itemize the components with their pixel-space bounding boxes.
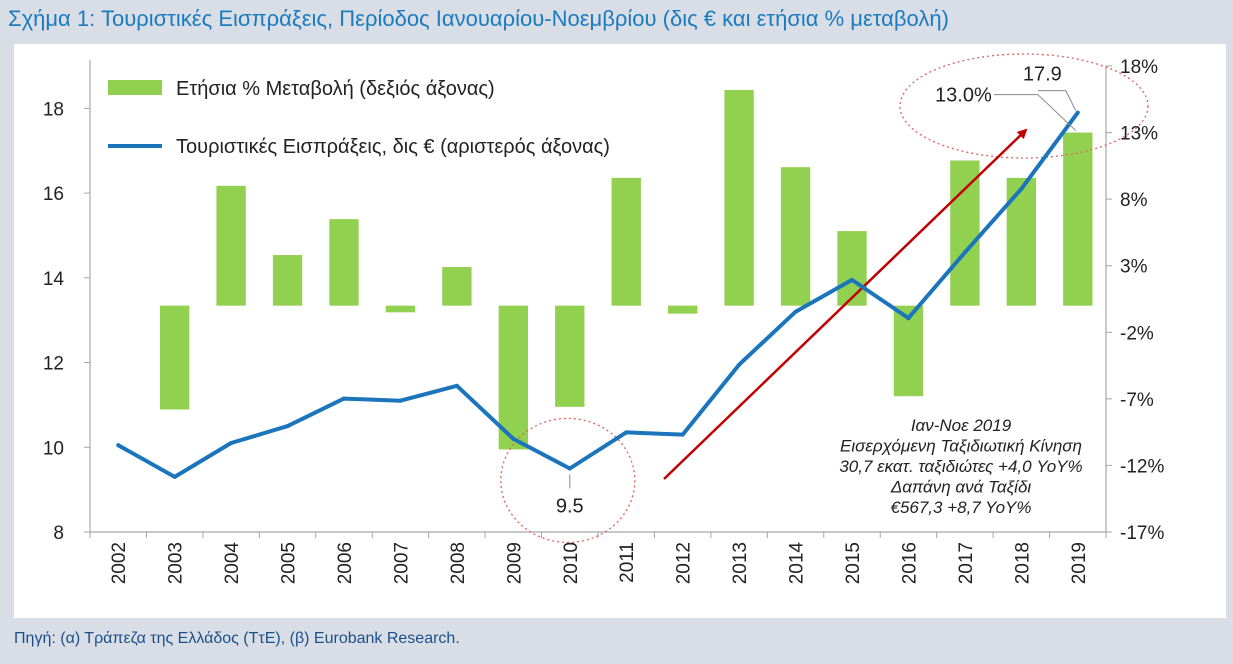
line-point-2005: [285, 424, 290, 429]
right-tick-label: 13%: [1120, 124, 1158, 145]
x-tick-label: 2008: [448, 542, 469, 584]
x-tick-label: 2009: [504, 542, 525, 584]
line-point-2019: [1075, 110, 1080, 115]
bar-2013: [724, 89, 754, 306]
bar-2003: [159, 305, 190, 410]
bar-2015: [837, 231, 867, 306]
line-point-2018: [1019, 186, 1024, 191]
x-tick-label: 2018: [1012, 542, 1033, 584]
callout-line-3: 30,7 εκατ. ταξιδιώτες +4,0 YoY%: [839, 457, 1082, 476]
right-tick-label: -17%: [1120, 523, 1164, 544]
legend-bar-swatch: [108, 80, 162, 95]
chart-title: Σχήμα 1: Τουριστικές Εισπράξεις, Περίοδο…: [8, 6, 949, 31]
right-tick-label: 18%: [1120, 57, 1158, 78]
right-tick-label: -12%: [1120, 456, 1164, 477]
bar-2016: [893, 305, 924, 397]
line-point-2004: [229, 441, 234, 446]
callout-line-4: Δαπάνη ανά Ταξίδι: [890, 478, 1032, 497]
x-tick-label: 2007: [391, 542, 412, 584]
x-tick-label: 2010: [561, 542, 582, 584]
x-tick-label: 2006: [335, 542, 356, 584]
x-tick-label: 2019: [1069, 542, 1090, 584]
bar-2019: [1063, 132, 1093, 306]
source-note: Πηγή: (α) Τράπεζα της Ελλάδος (ΤτΕ), (β)…: [14, 630, 460, 647]
x-tick-label: 2013: [730, 542, 751, 584]
x-tick-label: 2016: [899, 542, 920, 584]
high-value-label: 17.9: [1023, 64, 1062, 86]
bar-2018: [1006, 177, 1037, 306]
bar-2008: [442, 267, 472, 306]
bar-2004: [216, 185, 246, 306]
x-tick-label: 2004: [222, 542, 243, 585]
right-tick-label: -2%: [1120, 323, 1154, 344]
right-tick-label: 8%: [1120, 190, 1148, 211]
bar-2012: [667, 305, 698, 314]
bar-2005: [272, 255, 303, 306]
left-tick-label: 16: [43, 184, 64, 205]
bar-2014: [780, 167, 811, 306]
left-tick-label: 10: [43, 438, 64, 459]
high-leader-line: [1037, 90, 1077, 111]
x-tick-label: 2002: [109, 542, 130, 584]
bar-2007: [385, 305, 416, 313]
line-point-2003: [172, 474, 177, 479]
line-point-2011: [624, 430, 629, 435]
line-point-2015: [850, 277, 854, 282]
line-point-2009: [511, 436, 516, 441]
trend-arrow: [663, 128, 1028, 480]
x-tick-label: 2005: [279, 542, 300, 584]
x-tick-label: 2011: [617, 542, 638, 583]
bar-2009: [498, 305, 529, 450]
line-point-2006: [342, 396, 346, 401]
callout-line-5: €567,3 +8,7 YoY%: [890, 498, 1031, 517]
line-point-2008: [454, 383, 459, 388]
line-point-2017: [962, 250, 967, 255]
callout-line-1: Ιαν-Νοε 2019: [911, 416, 1012, 435]
callout-line-2: Εισερχόμενη Ταξιδιωτική Κίνηση: [840, 437, 1082, 456]
x-tick-label: 2003: [166, 542, 187, 584]
chart-panel: 8 10 12 14 16 18 -17% -12% -7% -2% 3% 8% 13% 18% 2002 2…: [14, 44, 1226, 618]
right-tick-label: 3%: [1120, 257, 1148, 278]
left-tick-label: 14: [43, 269, 65, 290]
line-point-2010: [567, 466, 572, 471]
left-tick-label: 12: [43, 354, 64, 375]
right-tick-label: -7%: [1120, 390, 1154, 411]
bar-2010: [555, 305, 585, 407]
x-tick-label: 2012: [674, 542, 695, 584]
bar-2011: [611, 177, 641, 306]
left-tick-label: 8: [53, 523, 64, 544]
x-tick-label: 2015: [843, 542, 864, 584]
low-value-label: 9.5: [556, 495, 584, 517]
receipts-line: [117, 111, 1080, 479]
x-tick-label: 2017: [956, 542, 977, 584]
legend-bar-label: Ετήσια % Μεταβολή (δεξιός άξονας): [176, 78, 495, 100]
line-point-2002: [116, 443, 121, 448]
highlight-circle-2019: [899, 53, 1149, 159]
chart-svg: 8 10 12 14 16 18 -17% -12% -7% -2% 3% 8% 13% 18% 2002 2…: [43, 53, 1164, 585]
x-tick-label: 2014: [787, 542, 808, 585]
highlight-circle-2010: [500, 417, 636, 544]
line-point-2007: [398, 398, 403, 403]
pct-leader-line: [993, 94, 1077, 131]
bar-2006: [329, 219, 359, 306]
line-point-2016: [906, 316, 911, 321]
bar-2017: [950, 160, 980, 306]
pct-value-label: 13.0%: [935, 85, 992, 107]
legend-line-label: Τουριστικές Εισπράξεις, δις € (αριστερός…: [176, 136, 610, 158]
line-point-2014: [793, 309, 798, 314]
line-point-2012: [680, 432, 685, 437]
left-tick-label: 18: [43, 99, 64, 120]
line-point-2013: [737, 362, 742, 367]
